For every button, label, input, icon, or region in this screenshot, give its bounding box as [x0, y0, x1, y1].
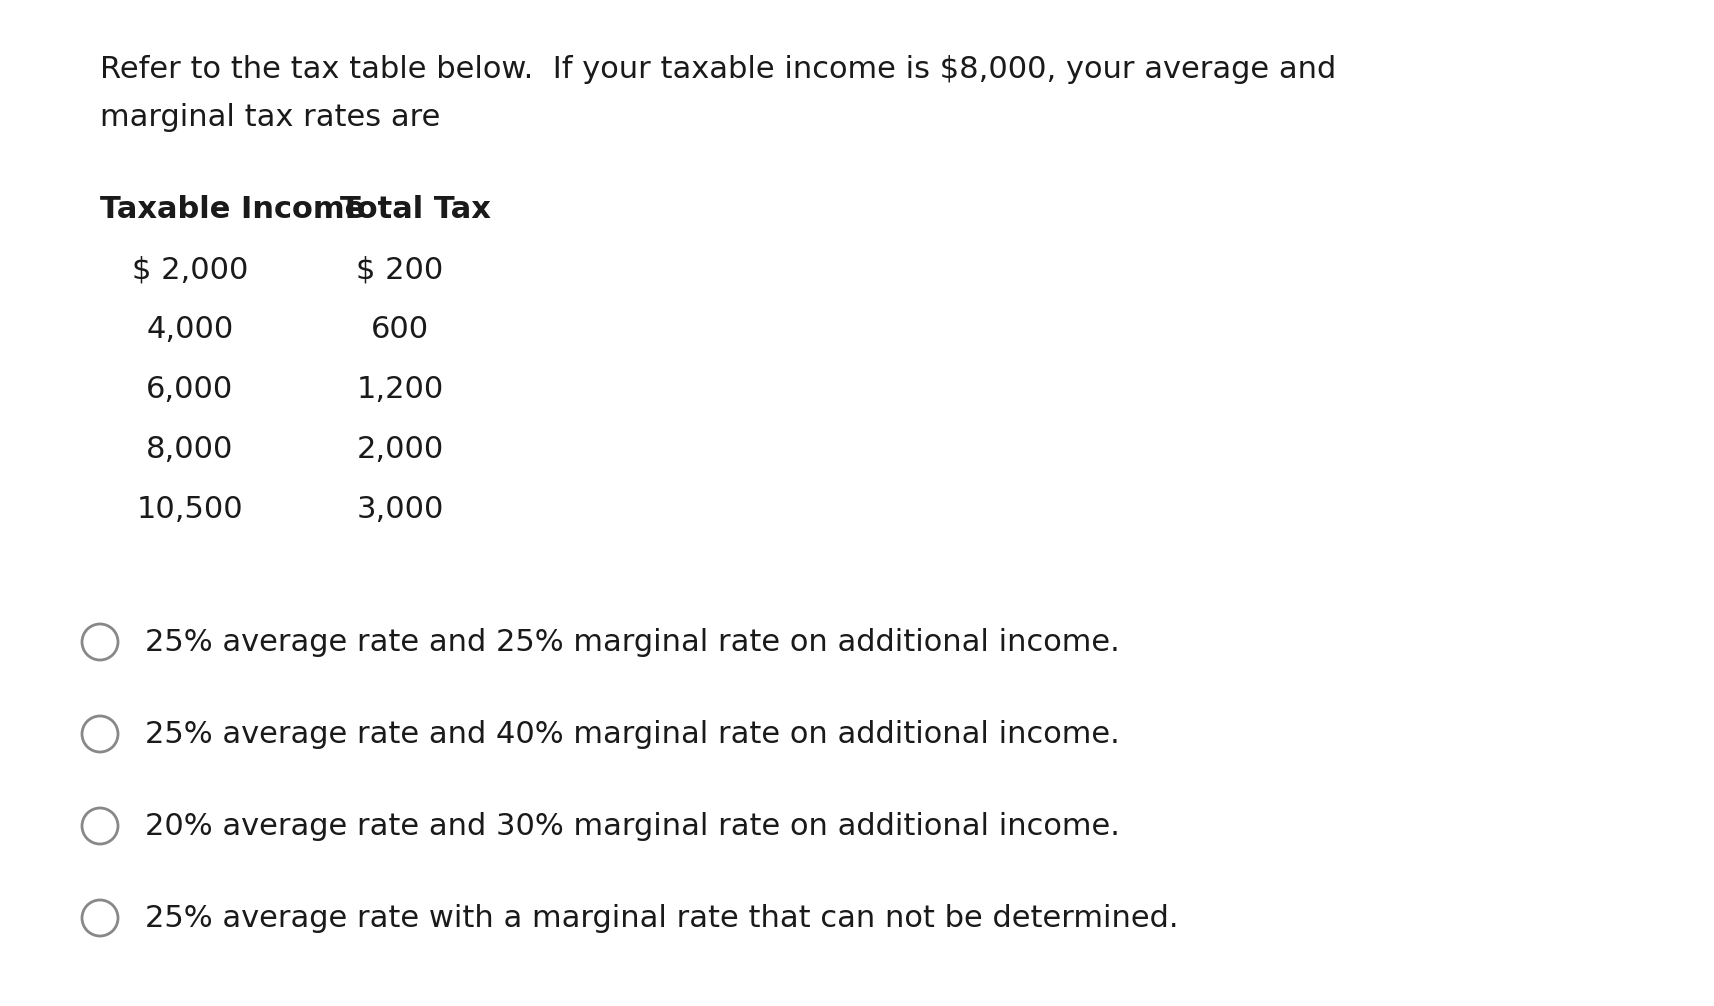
- Text: 8,000: 8,000: [146, 435, 233, 464]
- Text: 600: 600: [370, 315, 428, 344]
- Text: 20% average rate and 30% marginal rate on additional income.: 20% average rate and 30% marginal rate o…: [146, 812, 1119, 841]
- Text: 4,000: 4,000: [146, 315, 233, 344]
- Text: $ 200: $ 200: [357, 255, 444, 284]
- Text: 25% average rate and 40% marginal rate on additional income.: 25% average rate and 40% marginal rate o…: [146, 720, 1119, 749]
- Text: 2,000: 2,000: [357, 435, 444, 464]
- Text: 1,200: 1,200: [357, 375, 444, 404]
- Text: 6,000: 6,000: [146, 375, 233, 404]
- Text: 3,000: 3,000: [357, 495, 444, 524]
- Text: Refer to the tax table below.  If your taxable income is $8,000, your average an: Refer to the tax table below. If your ta…: [99, 55, 1335, 83]
- Text: Total Tax: Total Tax: [339, 195, 490, 224]
- Text: 25% average rate and 25% marginal rate on additional income.: 25% average rate and 25% marginal rate o…: [146, 628, 1119, 657]
- Text: marginal tax rates are: marginal tax rates are: [99, 103, 440, 132]
- Text: $ 2,000: $ 2,000: [132, 255, 249, 284]
- Text: Taxable Income: Taxable Income: [99, 195, 365, 224]
- Text: 10,500: 10,500: [137, 495, 243, 524]
- Text: 25% average rate with a marginal rate that can not be determined.: 25% average rate with a marginal rate th…: [146, 904, 1178, 933]
